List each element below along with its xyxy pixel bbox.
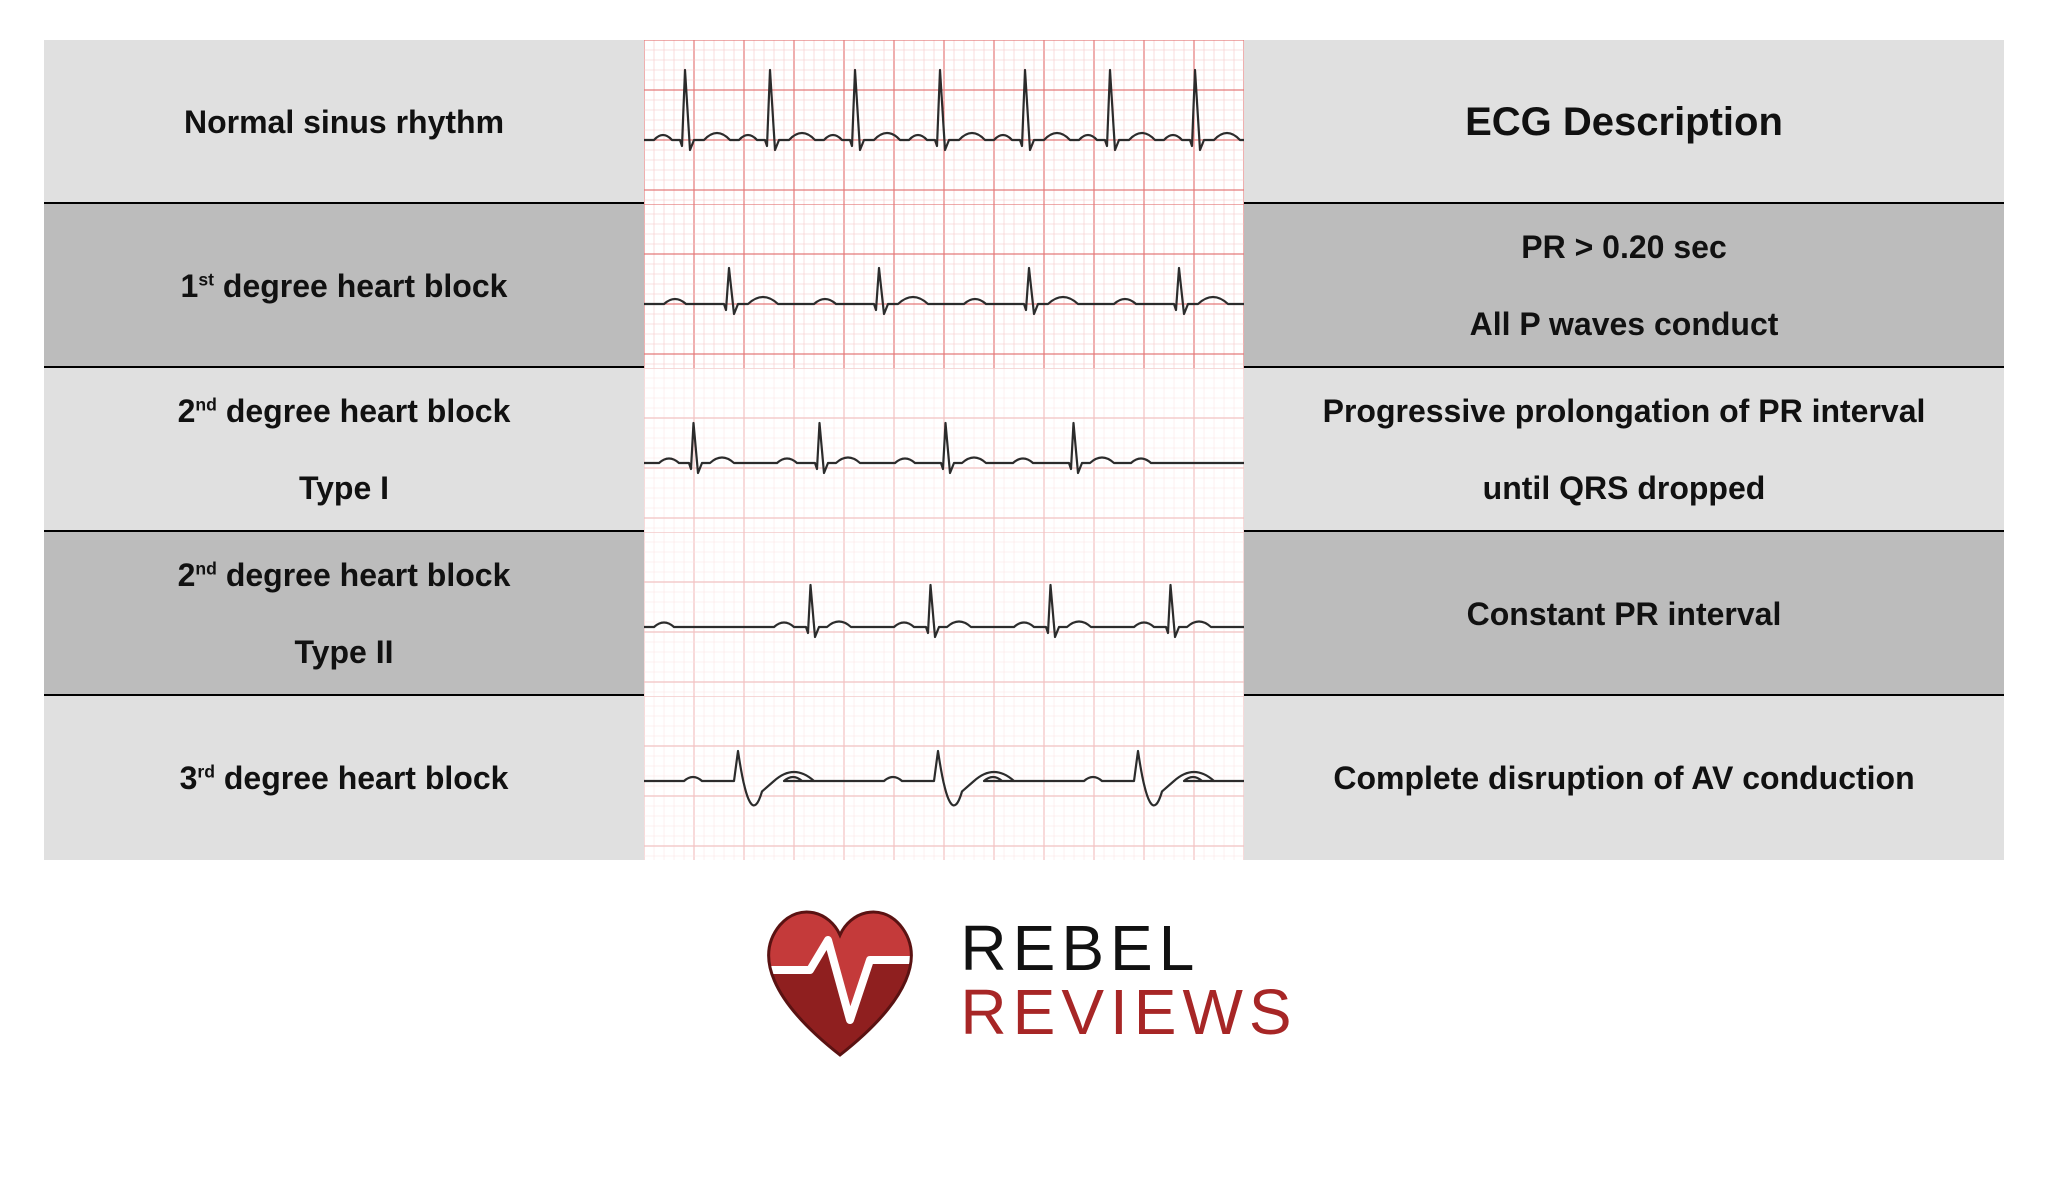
- table-row: 1st degree heart block PR > 0.20 secAll …: [44, 204, 2004, 368]
- ecg-strip: [644, 368, 1244, 532]
- rhythm-name: 2nd degree heart blockType I: [44, 368, 644, 532]
- description-header: ECG Description: [1244, 40, 2004, 204]
- rhythm-name: 3rd degree heart block: [44, 696, 644, 860]
- rhythm-description: Progressive prolongation of PR intervalu…: [1244, 368, 2004, 532]
- ecg-strip: [644, 696, 1244, 860]
- ecg-strip: [644, 204, 1244, 368]
- table-row: 2nd degree heart blockType I Progressive…: [44, 368, 2004, 532]
- rhythm-name: Normal sinus rhythm: [44, 40, 644, 204]
- rhythm-description: PR > 0.20 secAll P waves conduct: [1244, 204, 2004, 368]
- table-row: 2nd degree heart blockType II Constant P…: [44, 532, 2004, 696]
- logo-line2: REVIEWS: [960, 980, 1297, 1044]
- heart-icon: [750, 900, 930, 1060]
- ecg-comparison-table: Normal sinus rhythm ECG Description1st d…: [44, 40, 2004, 860]
- rhythm-name: 1st degree heart block: [44, 204, 644, 368]
- table-row: Normal sinus rhythm ECG Description: [44, 40, 2004, 204]
- ecg-strip: [644, 532, 1244, 696]
- logo-text: REBEL REVIEWS: [960, 916, 1297, 1044]
- table-row: 3rd degree heart block Complete disrupti…: [44, 696, 2004, 860]
- rhythm-description: Constant PR interval: [1244, 532, 2004, 696]
- footer-logo: REBEL REVIEWS: [44, 900, 2004, 1060]
- rhythm-name: 2nd degree heart blockType II: [44, 532, 644, 696]
- ecg-strip: [644, 40, 1244, 204]
- rhythm-description: Complete disruption of AV conduction: [1244, 696, 2004, 860]
- logo-line1: REBEL: [960, 916, 1297, 980]
